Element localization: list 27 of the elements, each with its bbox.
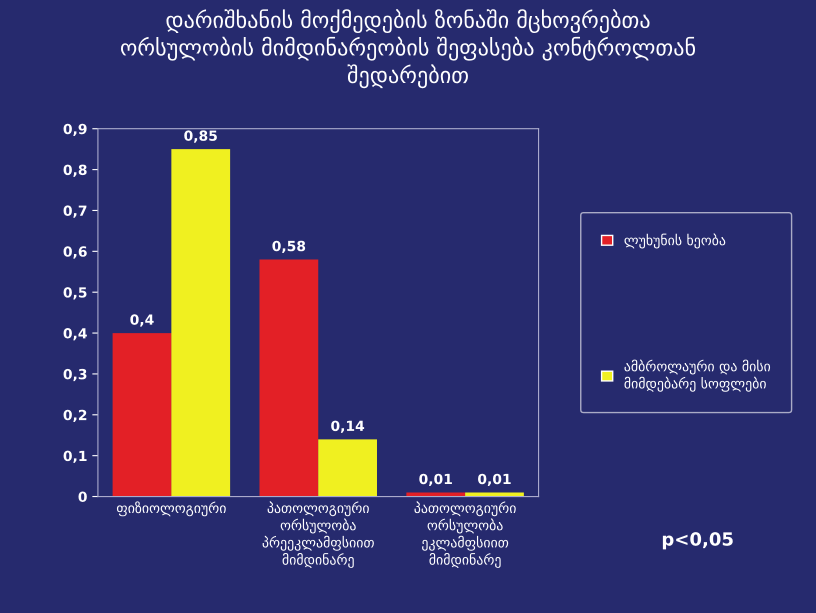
data-label: 0,58 [272,240,306,254]
y-tick-label: 0,6 [64,246,87,259]
bar [112,333,172,497]
y-tick-label: 0,1 [64,450,87,463]
x-tick-label: პათოლოგიური ორსულობა ეკლამფსიით მიმდინარე [414,501,516,568]
legend-label: ლუხუნის ხეობა [624,234,726,248]
data-label: 0,01 [419,474,452,486]
bar [171,149,230,497]
y-tick-label: 0,4 [64,328,87,340]
y-tick-label: 0,5 [64,287,87,300]
x-tick-label: პათოლოგიური ორსულობა პრეეკლამფსიით მიმდინარე [262,501,374,568]
data-label: 0,85 [184,130,217,143]
text: p<0,05 [662,532,733,550]
data-label: 0,14 [331,420,364,433]
chart-title: დარიშხანის მოქმედების ზონაში მცხოვრებთა ორსულობის მიმდინარეობის შეფასება კონტროლთან შედარებით [120,9,696,88]
y-tick-label: 0,3 [64,368,86,382]
y-tick-label: 0,2 [64,410,86,422]
y-tick-label: 0,7 [64,205,86,218]
data-label: 0,4 [130,314,154,327]
y-tick-label: 0 [78,492,87,502]
x-tick-label: ფიზიოლოგიური [116,501,226,516]
legend-label: ამბროლაური და მისი მიმდებარე სოფლები [624,360,770,392]
bar [259,260,318,497]
y-tick-label: 0,9 [64,124,87,136]
bar [318,439,377,497]
y-tick-label: 0,8 [64,164,87,177]
data-label: 0,01 [478,474,511,486]
